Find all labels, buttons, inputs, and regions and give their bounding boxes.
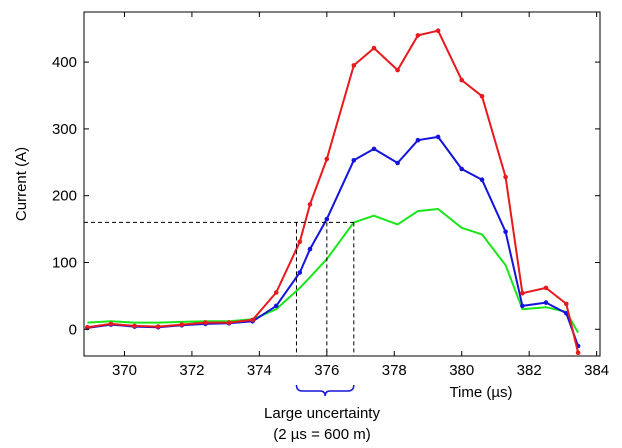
series-1-point — [415, 137, 421, 143]
x-tick-label: 370 — [112, 362, 137, 379]
series-0-point — [155, 324, 161, 329]
y-tick-label: 300 — [52, 121, 77, 138]
reference-lines — [84, 221, 355, 356]
uncertainty-bracket — [295, 384, 355, 397]
series-0-point — [85, 325, 90, 330]
series-0-point — [520, 290, 525, 296]
series-0-point — [297, 239, 303, 245]
series-1-point — [307, 246, 313, 252]
series-0-point — [395, 67, 400, 73]
series-0-point — [459, 77, 465, 83]
series-0-point — [351, 63, 357, 68]
series-1-line — [87, 135, 580, 347]
y-tick-label: 200 — [52, 188, 77, 205]
series-1-point — [479, 177, 485, 182]
series-1-point — [543, 300, 549, 305]
plot-frame — [83, 11, 601, 357]
series-1-point — [351, 158, 357, 163]
series-1-point — [297, 270, 303, 275]
series-0-point — [479, 93, 485, 99]
series-1-point — [371, 146, 377, 152]
x-tick-label: 384 — [584, 362, 609, 379]
series-0-point — [307, 202, 313, 207]
y-ticks: 0 100 200 300 400 — [52, 54, 600, 338]
series-0-point — [564, 301, 569, 307]
x-tick-label: 374 — [247, 362, 272, 379]
x-tick-label: 378 — [382, 362, 407, 379]
series-0-point — [108, 321, 114, 327]
y-tick-label: 400 — [52, 54, 77, 71]
series-1-point — [435, 134, 441, 140]
series-0-point — [371, 45, 377, 51]
series-2-line — [87, 208, 579, 334]
series-0-point — [415, 33, 421, 38]
y-tick-label: 100 — [52, 254, 77, 271]
annotation-line1: Large uncertainty — [264, 405, 380, 422]
series-0-point — [273, 290, 279, 295]
series-0-point — [203, 320, 208, 325]
series-0-line — [87, 29, 580, 353]
x-tick-label: 372 — [179, 362, 204, 379]
x-tick-label: 380 — [449, 362, 474, 379]
series-1-point — [395, 160, 400, 166]
series-1-point — [503, 229, 508, 235]
series-layer — [85, 28, 581, 356]
x-tick-label: 382 — [517, 362, 542, 379]
series-0-point — [324, 156, 330, 162]
x-ticks: 370 372 374 376 378 380 382 384 — [112, 12, 609, 379]
series-0-point — [179, 322, 185, 327]
annotation-line2: (2 µs = 600 m) — [273, 426, 370, 443]
series-0-point — [543, 285, 549, 291]
series-1-point — [459, 166, 465, 172]
series-0-point — [132, 323, 137, 329]
y-axis-label: Current (A) — [13, 147, 30, 221]
series-1-point — [273, 303, 279, 309]
series-0-point — [503, 174, 508, 180]
series-0-point — [435, 28, 441, 33]
series-1-point — [520, 303, 525, 309]
series-0-point — [250, 317, 255, 323]
series-0-point — [226, 320, 232, 325]
y-tick-label: 0 — [69, 321, 77, 338]
x-axis-label: Time (µs) — [449, 384, 512, 401]
x-tick-label: 376 — [314, 362, 339, 379]
series-1-point — [324, 216, 330, 222]
series-0-point — [575, 350, 581, 356]
